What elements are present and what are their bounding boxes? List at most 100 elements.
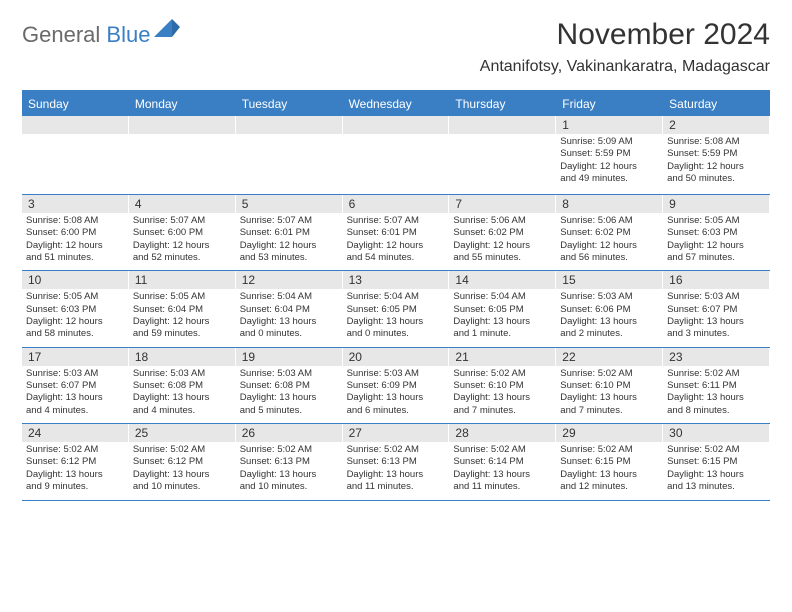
calendar-cell: 1Sunrise: 5:09 AMSunset: 5:59 PMDaylight…	[556, 116, 663, 194]
day-details: Sunrise: 5:02 AMSunset: 6:11 PMDaylight:…	[663, 366, 770, 419]
daylight-line1: Daylight: 13 hours	[560, 469, 657, 481]
sunrise-line: Sunrise: 5:06 AM	[453, 215, 550, 227]
day-number: 30	[663, 424, 770, 442]
logo-triangle-icon	[154, 19, 180, 42]
sunrise-line: Sunrise: 5:04 AM	[240, 291, 337, 303]
weekday-label: Saturday	[663, 92, 770, 116]
calendar-cell: 2Sunrise: 5:08 AMSunset: 5:59 PMDaylight…	[663, 116, 770, 194]
day-number	[449, 116, 556, 134]
sunset-line: Sunset: 6:12 PM	[26, 456, 123, 468]
sunset-line: Sunset: 6:11 PM	[667, 380, 764, 392]
calendar-cell: 17Sunrise: 5:03 AMSunset: 6:07 PMDayligh…	[22, 348, 129, 423]
sunset-line: Sunset: 6:10 PM	[453, 380, 550, 392]
day-details	[449, 134, 556, 190]
day-details: Sunrise: 5:02 AMSunset: 6:12 PMDaylight:…	[22, 442, 129, 495]
calendar-cell: 18Sunrise: 5:03 AMSunset: 6:08 PMDayligh…	[129, 348, 236, 423]
daylight-line2: and 5 minutes.	[240, 405, 337, 417]
daylight-line1: Daylight: 13 hours	[453, 316, 550, 328]
daylight-line2: and 13 minutes.	[667, 481, 764, 493]
sunrise-line: Sunrise: 5:08 AM	[26, 215, 123, 227]
daylight-line1: Daylight: 13 hours	[240, 469, 337, 481]
sunset-line: Sunset: 5:59 PM	[667, 148, 764, 160]
calendar-cell: 3Sunrise: 5:08 AMSunset: 6:00 PMDaylight…	[22, 195, 129, 270]
sunrise-line: Sunrise: 5:03 AM	[347, 368, 444, 380]
calendar-cell: 28Sunrise: 5:02 AMSunset: 6:14 PMDayligh…	[449, 424, 556, 499]
daylight-line2: and 55 minutes.	[453, 252, 550, 264]
sunset-line: Sunset: 6:13 PM	[240, 456, 337, 468]
sunset-line: Sunset: 6:01 PM	[347, 227, 444, 239]
calendar-cell: 26Sunrise: 5:02 AMSunset: 6:13 PMDayligh…	[236, 424, 343, 499]
sunset-line: Sunset: 6:15 PM	[667, 456, 764, 468]
day-number: 3	[22, 195, 129, 213]
calendar-cell: 6Sunrise: 5:07 AMSunset: 6:01 PMDaylight…	[343, 195, 450, 270]
daylight-line2: and 51 minutes.	[26, 252, 123, 264]
logo-part1: General	[22, 22, 100, 47]
sunset-line: Sunset: 6:03 PM	[667, 227, 764, 239]
sunset-line: Sunset: 6:12 PM	[133, 456, 230, 468]
sunset-line: Sunset: 6:10 PM	[560, 380, 657, 392]
daylight-line2: and 0 minutes.	[347, 328, 444, 340]
sunset-line: Sunset: 6:07 PM	[26, 380, 123, 392]
daylight-line2: and 7 minutes.	[560, 405, 657, 417]
daylight-line2: and 10 minutes.	[133, 481, 230, 493]
daylight-line1: Daylight: 12 hours	[133, 240, 230, 252]
weekday-label: Friday	[556, 92, 663, 116]
sunset-line: Sunset: 6:13 PM	[347, 456, 444, 468]
sunrise-line: Sunrise: 5:03 AM	[26, 368, 123, 380]
daylight-line2: and 7 minutes.	[453, 405, 550, 417]
sunrise-line: Sunrise: 5:07 AM	[347, 215, 444, 227]
daylight-line2: and 57 minutes.	[667, 252, 764, 264]
sunrise-line: Sunrise: 5:02 AM	[667, 368, 764, 380]
calendar-week: 3Sunrise: 5:08 AMSunset: 6:00 PMDaylight…	[22, 195, 770, 271]
sunset-line: Sunset: 6:00 PM	[133, 227, 230, 239]
sunset-line: Sunset: 6:04 PM	[133, 304, 230, 316]
sunset-line: Sunset: 6:15 PM	[560, 456, 657, 468]
sunrise-line: Sunrise: 5:03 AM	[560, 291, 657, 303]
sunrise-line: Sunrise: 5:02 AM	[240, 444, 337, 456]
daylight-line1: Daylight: 13 hours	[560, 316, 657, 328]
daylight-line2: and 59 minutes.	[133, 328, 230, 340]
daylight-line1: Daylight: 13 hours	[667, 316, 764, 328]
sunset-line: Sunset: 6:02 PM	[453, 227, 550, 239]
calendar-cell: 13Sunrise: 5:04 AMSunset: 6:05 PMDayligh…	[343, 271, 450, 346]
sunrise-line: Sunrise: 5:04 AM	[347, 291, 444, 303]
day-details: Sunrise: 5:05 AMSunset: 6:03 PMDaylight:…	[22, 289, 129, 342]
calendar-week: 17Sunrise: 5:03 AMSunset: 6:07 PMDayligh…	[22, 348, 770, 424]
day-number: 20	[343, 348, 450, 366]
sunset-line: Sunset: 6:01 PM	[240, 227, 337, 239]
day-number: 23	[663, 348, 770, 366]
daylight-line2: and 54 minutes.	[347, 252, 444, 264]
day-details: Sunrise: 5:02 AMSunset: 6:10 PMDaylight:…	[556, 366, 663, 419]
daylight-line1: Daylight: 12 hours	[26, 240, 123, 252]
calendar-week: 1Sunrise: 5:09 AMSunset: 5:59 PMDaylight…	[22, 116, 770, 195]
day-details: Sunrise: 5:05 AMSunset: 6:04 PMDaylight:…	[129, 289, 236, 342]
calendar-cell: 21Sunrise: 5:02 AMSunset: 6:10 PMDayligh…	[449, 348, 556, 423]
day-details: Sunrise: 5:04 AMSunset: 6:04 PMDaylight:…	[236, 289, 343, 342]
sunrise-line: Sunrise: 5:02 AM	[560, 444, 657, 456]
day-number	[343, 116, 450, 134]
day-number: 11	[129, 271, 236, 289]
day-details: Sunrise: 5:02 AMSunset: 6:15 PMDaylight:…	[556, 442, 663, 495]
day-number: 6	[343, 195, 450, 213]
daylight-line2: and 11 minutes.	[347, 481, 444, 493]
day-details: Sunrise: 5:07 AMSunset: 6:01 PMDaylight:…	[343, 213, 450, 266]
calendar-cell: 30Sunrise: 5:02 AMSunset: 6:15 PMDayligh…	[663, 424, 770, 499]
daylight-line1: Daylight: 12 hours	[347, 240, 444, 252]
page-subtitle: Antanifotsy, Vakinankaratra, Madagascar	[480, 58, 770, 76]
daylight-line2: and 53 minutes.	[240, 252, 337, 264]
day-number: 22	[556, 348, 663, 366]
sunrise-line: Sunrise: 5:02 AM	[133, 444, 230, 456]
day-number: 17	[22, 348, 129, 366]
calendar-cell: 12Sunrise: 5:04 AMSunset: 6:04 PMDayligh…	[236, 271, 343, 346]
daylight-line2: and 3 minutes.	[667, 328, 764, 340]
day-details: Sunrise: 5:04 AMSunset: 6:05 PMDaylight:…	[343, 289, 450, 342]
sunset-line: Sunset: 6:14 PM	[453, 456, 550, 468]
day-number: 18	[129, 348, 236, 366]
daylight-line1: Daylight: 13 hours	[26, 469, 123, 481]
sunrise-line: Sunrise: 5:02 AM	[560, 368, 657, 380]
day-number: 14	[449, 271, 556, 289]
daylight-line2: and 4 minutes.	[133, 405, 230, 417]
day-number	[22, 116, 129, 134]
weekday-label: Monday	[129, 92, 236, 116]
logo-text: General Blue	[22, 22, 150, 48]
